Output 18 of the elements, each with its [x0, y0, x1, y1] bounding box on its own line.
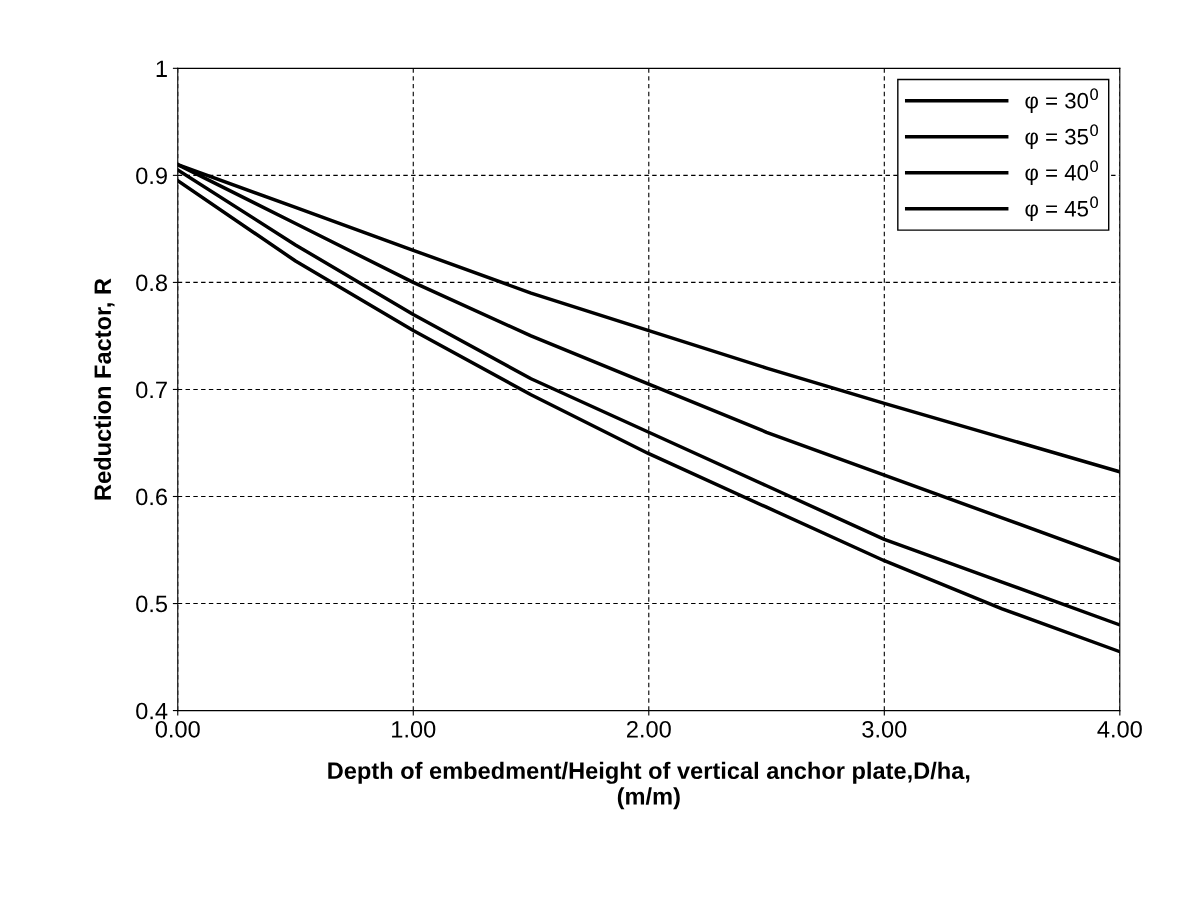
x-axis-title: Depth of embedment/Height of vertical anchor plate,D/ha, (m/m)	[328, 761, 970, 810]
y-tick-label: 0.5	[136, 595, 168, 613]
y-tick-label: 0.8	[136, 274, 167, 292]
y-tick-label: 1	[156, 60, 167, 77]
legend-label: φ = 30$^{0}$	[1025, 88, 1099, 113]
legend-label: φ = 35$^{0}$	[1025, 124, 1099, 149]
x-tick-label: 0.00	[155, 720, 200, 738]
x-tick-label: 1.00	[392, 720, 436, 738]
legend-label: φ = 45$^{0}$	[1025, 196, 1099, 221]
x-tick-label: 2.00	[627, 720, 671, 738]
x-tick-label: 3.00	[862, 720, 907, 738]
y-tick-label: 0.6	[136, 488, 167, 506]
y-axis-title: Reduction Factor, R	[93, 278, 115, 500]
legend-label: φ = 40$^{0}$	[1025, 160, 1099, 185]
y-tick-label: 0.4	[136, 702, 168, 720]
y-tick-label: 0.7	[136, 381, 167, 399]
x-tick-label: 4.00	[1097, 720, 1142, 738]
y-tick-label: 0.9	[136, 167, 167, 185]
